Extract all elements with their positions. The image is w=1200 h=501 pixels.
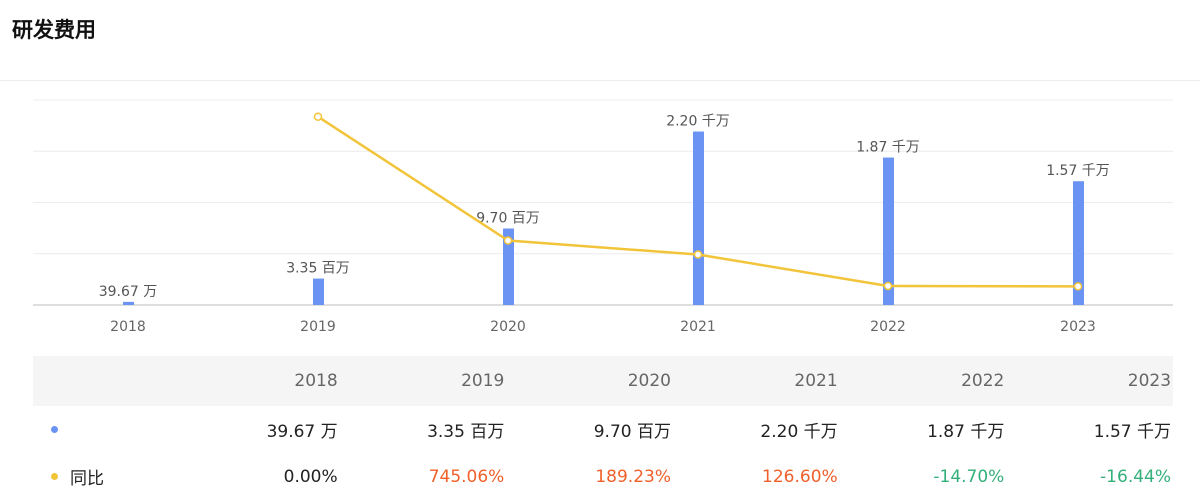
bar-data-label: 1.57 千万 [1046,163,1110,179]
title-divider [0,80,1200,81]
bar [123,301,134,305]
table-header-row: 2018 2019 2020 2021 2022 2023 [33,356,1173,406]
bar-data-label: 9.70 百万 [476,211,540,227]
bar [1073,181,1084,305]
yoy-point [503,236,513,245]
table-cell: -16.44% [1100,466,1172,487]
yoy-point [693,250,703,259]
table-header-2022: 2022 [961,371,1005,391]
row-label: 同比 [33,464,173,489]
table-cell: 3.35 百万 [427,422,505,442]
table-cell: 1.87 千万 [927,422,1005,442]
x-tick-label: 2020 [490,319,526,335]
bar-data-label: 3.35 百万 [286,261,350,277]
table-row-expense: 39.67 万 3.35 百万 9.70 百万 2.20 千万 1.87 千万 … [33,406,1173,453]
table-cell: 1.57 千万 [1093,422,1172,442]
bar [313,278,324,305]
bar-data-label: 1.87 千万 [856,140,920,156]
x-tick-label: 2022 [870,319,906,335]
bar-data-label: 39.67 万 [99,284,158,300]
series-dot-icon [51,426,58,433]
table-cell: 9.70 百万 [593,422,671,442]
table-header-2018: 2018 [294,371,338,391]
series-dot-icon [51,473,58,480]
table-cell: 39.67 万 [266,422,338,442]
bar-data-label: 2.20 千万 [666,114,730,130]
table-cell: 189.23% [595,466,671,487]
bar [883,157,894,305]
yoy-point [1073,282,1083,291]
table-header-2019: 2019 [461,371,505,391]
table-header-2020: 2020 [627,371,671,391]
table-cell: -14.70% [933,466,1005,487]
bar [503,228,514,305]
table-row-yoy: 同比 0.00% 745.06% 189.23% 126.60% -14.70%… [33,453,1173,500]
x-tick-label: 2021 [680,319,716,335]
yoy-point [883,281,893,291]
row-name: 同比 [70,469,104,489]
x-tick-label: 2019 [300,319,336,335]
data-table: 2018 2019 2020 2021 2022 2023 39.67 万 3.… [33,356,1173,501]
bar [693,131,704,305]
row-label [33,426,173,433]
x-tick-label: 2018 [110,319,146,335]
rd-expense-chart: 39.67 万 3.35 百万 9.70 百万 2.20 千万 1.87 千万 1.57 … [33,99,1173,335]
table-cell: 2.20 千万 [760,422,838,442]
x-tick-label: 2023 [1060,319,1096,335]
table-header-2023: 2023 [1127,371,1172,391]
page-title: 研发费用 [12,18,96,42]
table-header-2021: 2021 [794,371,838,391]
table-cell: 0.00% [283,466,338,487]
table-cell: 126.60% [762,466,838,487]
yoy-point [313,112,323,121]
table-cell: 745.06% [428,466,505,487]
